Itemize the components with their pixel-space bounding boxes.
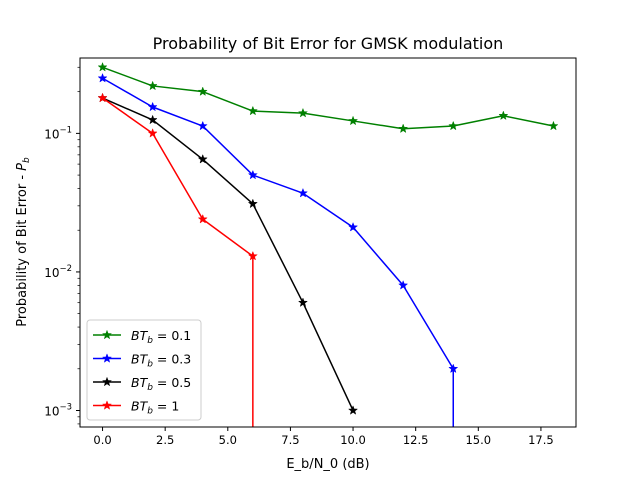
data-point-marker (247, 105, 258, 116)
data-point-marker (347, 115, 359, 126)
legend-marker (101, 353, 113, 363)
data-point-marker (197, 120, 208, 131)
legend-box (86, 319, 202, 421)
legend-label-value: = 0.1 (153, 328, 191, 343)
x-tick-label: 10.0 (340, 433, 366, 447)
x-tick-label: 5.0 (219, 433, 237, 447)
data-point-marker (197, 86, 208, 96)
data-point-marker (247, 198, 258, 209)
y-tick-label: 10−3 (44, 402, 72, 418)
series-0 (97, 61, 559, 134)
data-point-marker (448, 363, 459, 374)
legend-marker (101, 400, 113, 410)
legend-label-sub: b (147, 360, 153, 370)
series-layer (97, 61, 559, 427)
legend-label: BTb = 0.5 (131, 375, 191, 393)
data-point-marker (147, 80, 158, 91)
series-3 (97, 92, 258, 427)
y-tick-mantissa: 10 (44, 266, 59, 280)
data-point-marker (97, 92, 108, 103)
legend-marker (101, 329, 113, 340)
legend-label-value: = 0.3 (153, 352, 191, 367)
legend-label-sub: b (147, 383, 153, 393)
legend-label-base: BT (131, 399, 149, 414)
y-axis-label-symbol: P (15, 163, 30, 171)
legend-marker (101, 376, 113, 387)
data-point-marker (297, 107, 309, 118)
y-axis-ticks: 10−110−210−3 (44, 66, 80, 425)
x-tick-label: 7.5 (281, 433, 299, 447)
y-tick-label: 10−1 (44, 125, 72, 141)
data-point-marker (97, 61, 108, 72)
legend-label: BTb = 0.3 (131, 352, 191, 370)
data-point-marker (297, 297, 309, 307)
legend-label-base: BT (131, 375, 149, 390)
y-tick-exponent: −2 (59, 264, 72, 274)
x-tick-label: 17.5 (528, 433, 554, 447)
data-point-marker (97, 72, 108, 83)
series-line (102, 97, 354, 411)
data-point-marker (398, 280, 409, 290)
data-point-marker (347, 221, 359, 232)
x-axis-ticks: 0.0 2.5 5.0 7.5 10.0 12.5 15.0 17.5 (93, 427, 554, 447)
data-point-marker (147, 128, 158, 138)
data-point-marker (498, 110, 509, 121)
y-tick-mantissa: 10 (44, 127, 59, 141)
y-tick-exponent: −1 (59, 125, 72, 135)
data-point-marker (247, 169, 258, 180)
legend-label: BTb = 0.1 (131, 328, 191, 346)
data-point-marker (448, 120, 459, 131)
y-axis-label-subscript: b (22, 157, 32, 163)
legend-label-base: BT (131, 352, 149, 367)
series-line (102, 66, 554, 130)
data-point-marker (347, 405, 359, 415)
y-axis-label-text: Probability of Bit Error - (15, 171, 30, 327)
x-tick-label: 2.5 (156, 433, 174, 447)
legend-label-value: = 0.5 (153, 375, 191, 390)
y-tick-mantissa: 10 (44, 404, 59, 418)
chart-title: Probability of Bit Error for GMSK modula… (153, 34, 504, 53)
legend-label-base: BT (131, 328, 149, 343)
data-point-marker (297, 187, 309, 198)
legend-label-sub: b (147, 336, 153, 346)
y-axis-label: Probability of Bit Error - Pb (15, 157, 32, 327)
x-tick-label: 15.0 (465, 433, 491, 447)
data-point-marker (247, 250, 258, 261)
legend-label: BTb = 1 (131, 399, 179, 417)
data-point-marker (147, 114, 158, 125)
legend-label-value: = 1 (153, 399, 179, 414)
series-1 (97, 72, 459, 427)
plot-frame (79, 57, 577, 428)
y-tick-exponent: −3 (59, 402, 72, 412)
x-tick-label: 0.0 (93, 433, 111, 447)
legend-label-sub: b (147, 407, 153, 417)
data-point-marker (398, 123, 409, 134)
data-point-marker (197, 213, 208, 224)
y-tick-label: 10−2 (44, 264, 72, 280)
data-point-marker (548, 120, 559, 131)
x-tick-label: 12.5 (403, 433, 429, 447)
data-point-marker (197, 153, 208, 164)
x-axis-label: E_b/N_0 (dB) (286, 457, 369, 472)
data-point-marker (147, 101, 158, 112)
